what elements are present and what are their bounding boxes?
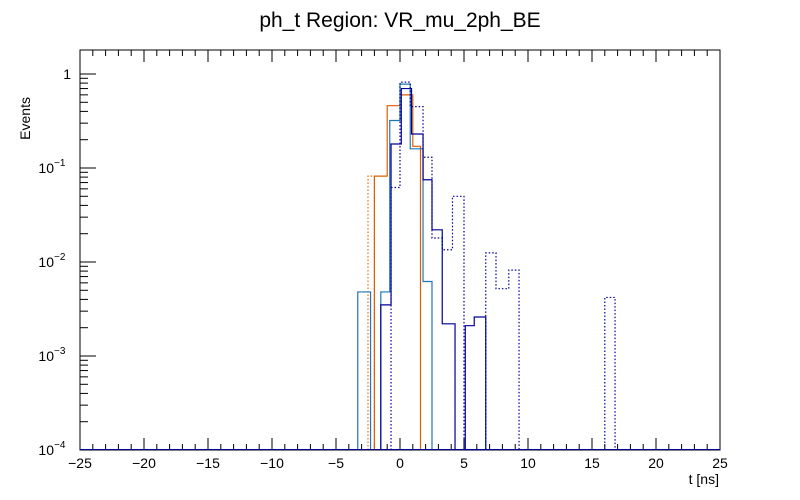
y-tick-exponent: −4 (54, 440, 66, 451)
x-tick-label: 5 (460, 455, 468, 471)
y-tick-exponent: −2 (54, 252, 66, 263)
x-tick-label: 15 (584, 455, 600, 471)
x-tick-label: −15 (196, 455, 220, 471)
x-tick-label: 20 (648, 455, 664, 471)
x-axis-label: t [ns] (689, 471, 719, 487)
y-tick-label: 1 (63, 66, 71, 82)
y-tick-exponent: −3 (54, 346, 66, 357)
histogram-series-3 (357, 83, 433, 450)
x-tick-label: −20 (132, 455, 156, 471)
x-tick-label: 0 (396, 455, 404, 471)
y-tick-exponent: −1 (54, 158, 66, 169)
y-axis-label: Events (17, 97, 33, 140)
y-tick-label: 10 (38, 442, 54, 458)
y-tick-label: 10 (38, 348, 54, 364)
x-tick-label: −25 (68, 455, 92, 471)
histogram-series-4 (380, 87, 487, 450)
y-tick-label: 10 (38, 254, 54, 270)
x-tick-label: −5 (328, 455, 344, 471)
x-tick-label: −10 (260, 455, 284, 471)
chart-title: ph_t Region: VR_mu_2ph_BE (259, 9, 540, 32)
histogram-series-5 (390, 81, 616, 451)
x-tick-label: 25 (712, 455, 728, 471)
plot-area: −25 −20 −15 −10 −5 0 5 10 15 20 2510−410−310−210−1… (38, 49, 728, 471)
x-tick-label: 10 (520, 455, 536, 471)
y-tick-label: 10 (38, 160, 54, 176)
